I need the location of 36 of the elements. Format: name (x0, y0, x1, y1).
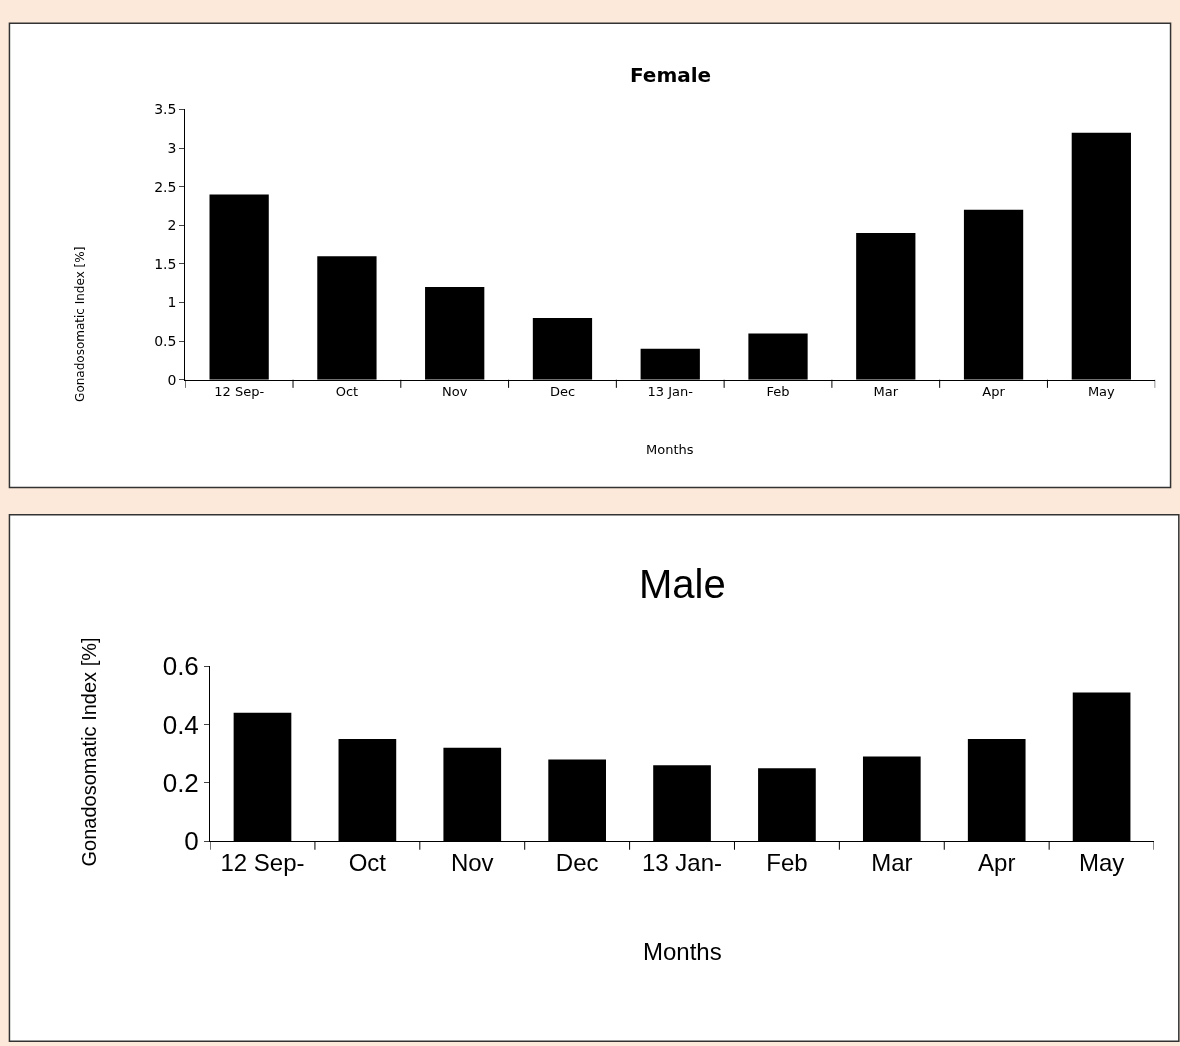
y-tick-label: 0.5 (154, 333, 177, 350)
y-tick-label: 1 (167, 294, 177, 311)
x-axis-title: Months (646, 442, 694, 457)
x-tick-label: Feb (766, 384, 790, 400)
y-tick-label: 0.2 (162, 767, 199, 798)
y-tick-label: 2 (167, 217, 177, 234)
y-tick-label: 2.5 (154, 178, 177, 195)
x-tick-label: 13 Jan- (647, 384, 694, 400)
y-tick-label: 3 (167, 140, 177, 156)
y-tick-label: 0 (167, 371, 177, 388)
chart-title: Male (639, 562, 726, 606)
chart-title: Female (630, 63, 712, 87)
x-tick-label: 12 Sep- (220, 848, 305, 876)
x-tick-label: May (1087, 384, 1116, 400)
x-axis-title: Months (643, 938, 722, 965)
x-tick-label: Feb (766, 848, 808, 876)
x-tick-label: Nov (442, 384, 468, 400)
x-tick-label: 12 Sep- (214, 384, 265, 400)
y-tick-label: 0 (184, 826, 199, 857)
y-axis-title: Gonadosomatic Index [%] (72, 246, 87, 402)
x-tick-label: Nov (450, 848, 494, 876)
x-tick-label: Dec (555, 848, 599, 876)
y-tick-label: 0.6 (162, 651, 199, 682)
y-axis-title: Gonadosomatic Index [%] (77, 637, 100, 867)
x-tick-label: Mar (873, 384, 899, 400)
x-tick-label: Mar (871, 848, 913, 876)
x-tick-label: Apr (978, 848, 1016, 876)
x-tick-label: Apr (982, 384, 1006, 400)
y-tick-label: 3.5 (154, 101, 177, 118)
y-tick-label: 1.5 (154, 255, 177, 272)
x-tick-label: Oct (335, 384, 359, 400)
y-tick-label: 0.4 (162, 709, 199, 740)
x-tick-label: Dec (549, 384, 576, 400)
x-tick-label: Oct (348, 848, 387, 876)
x-tick-label: May (1078, 848, 1125, 876)
x-tick-label: 13 Jan- (642, 848, 723, 876)
